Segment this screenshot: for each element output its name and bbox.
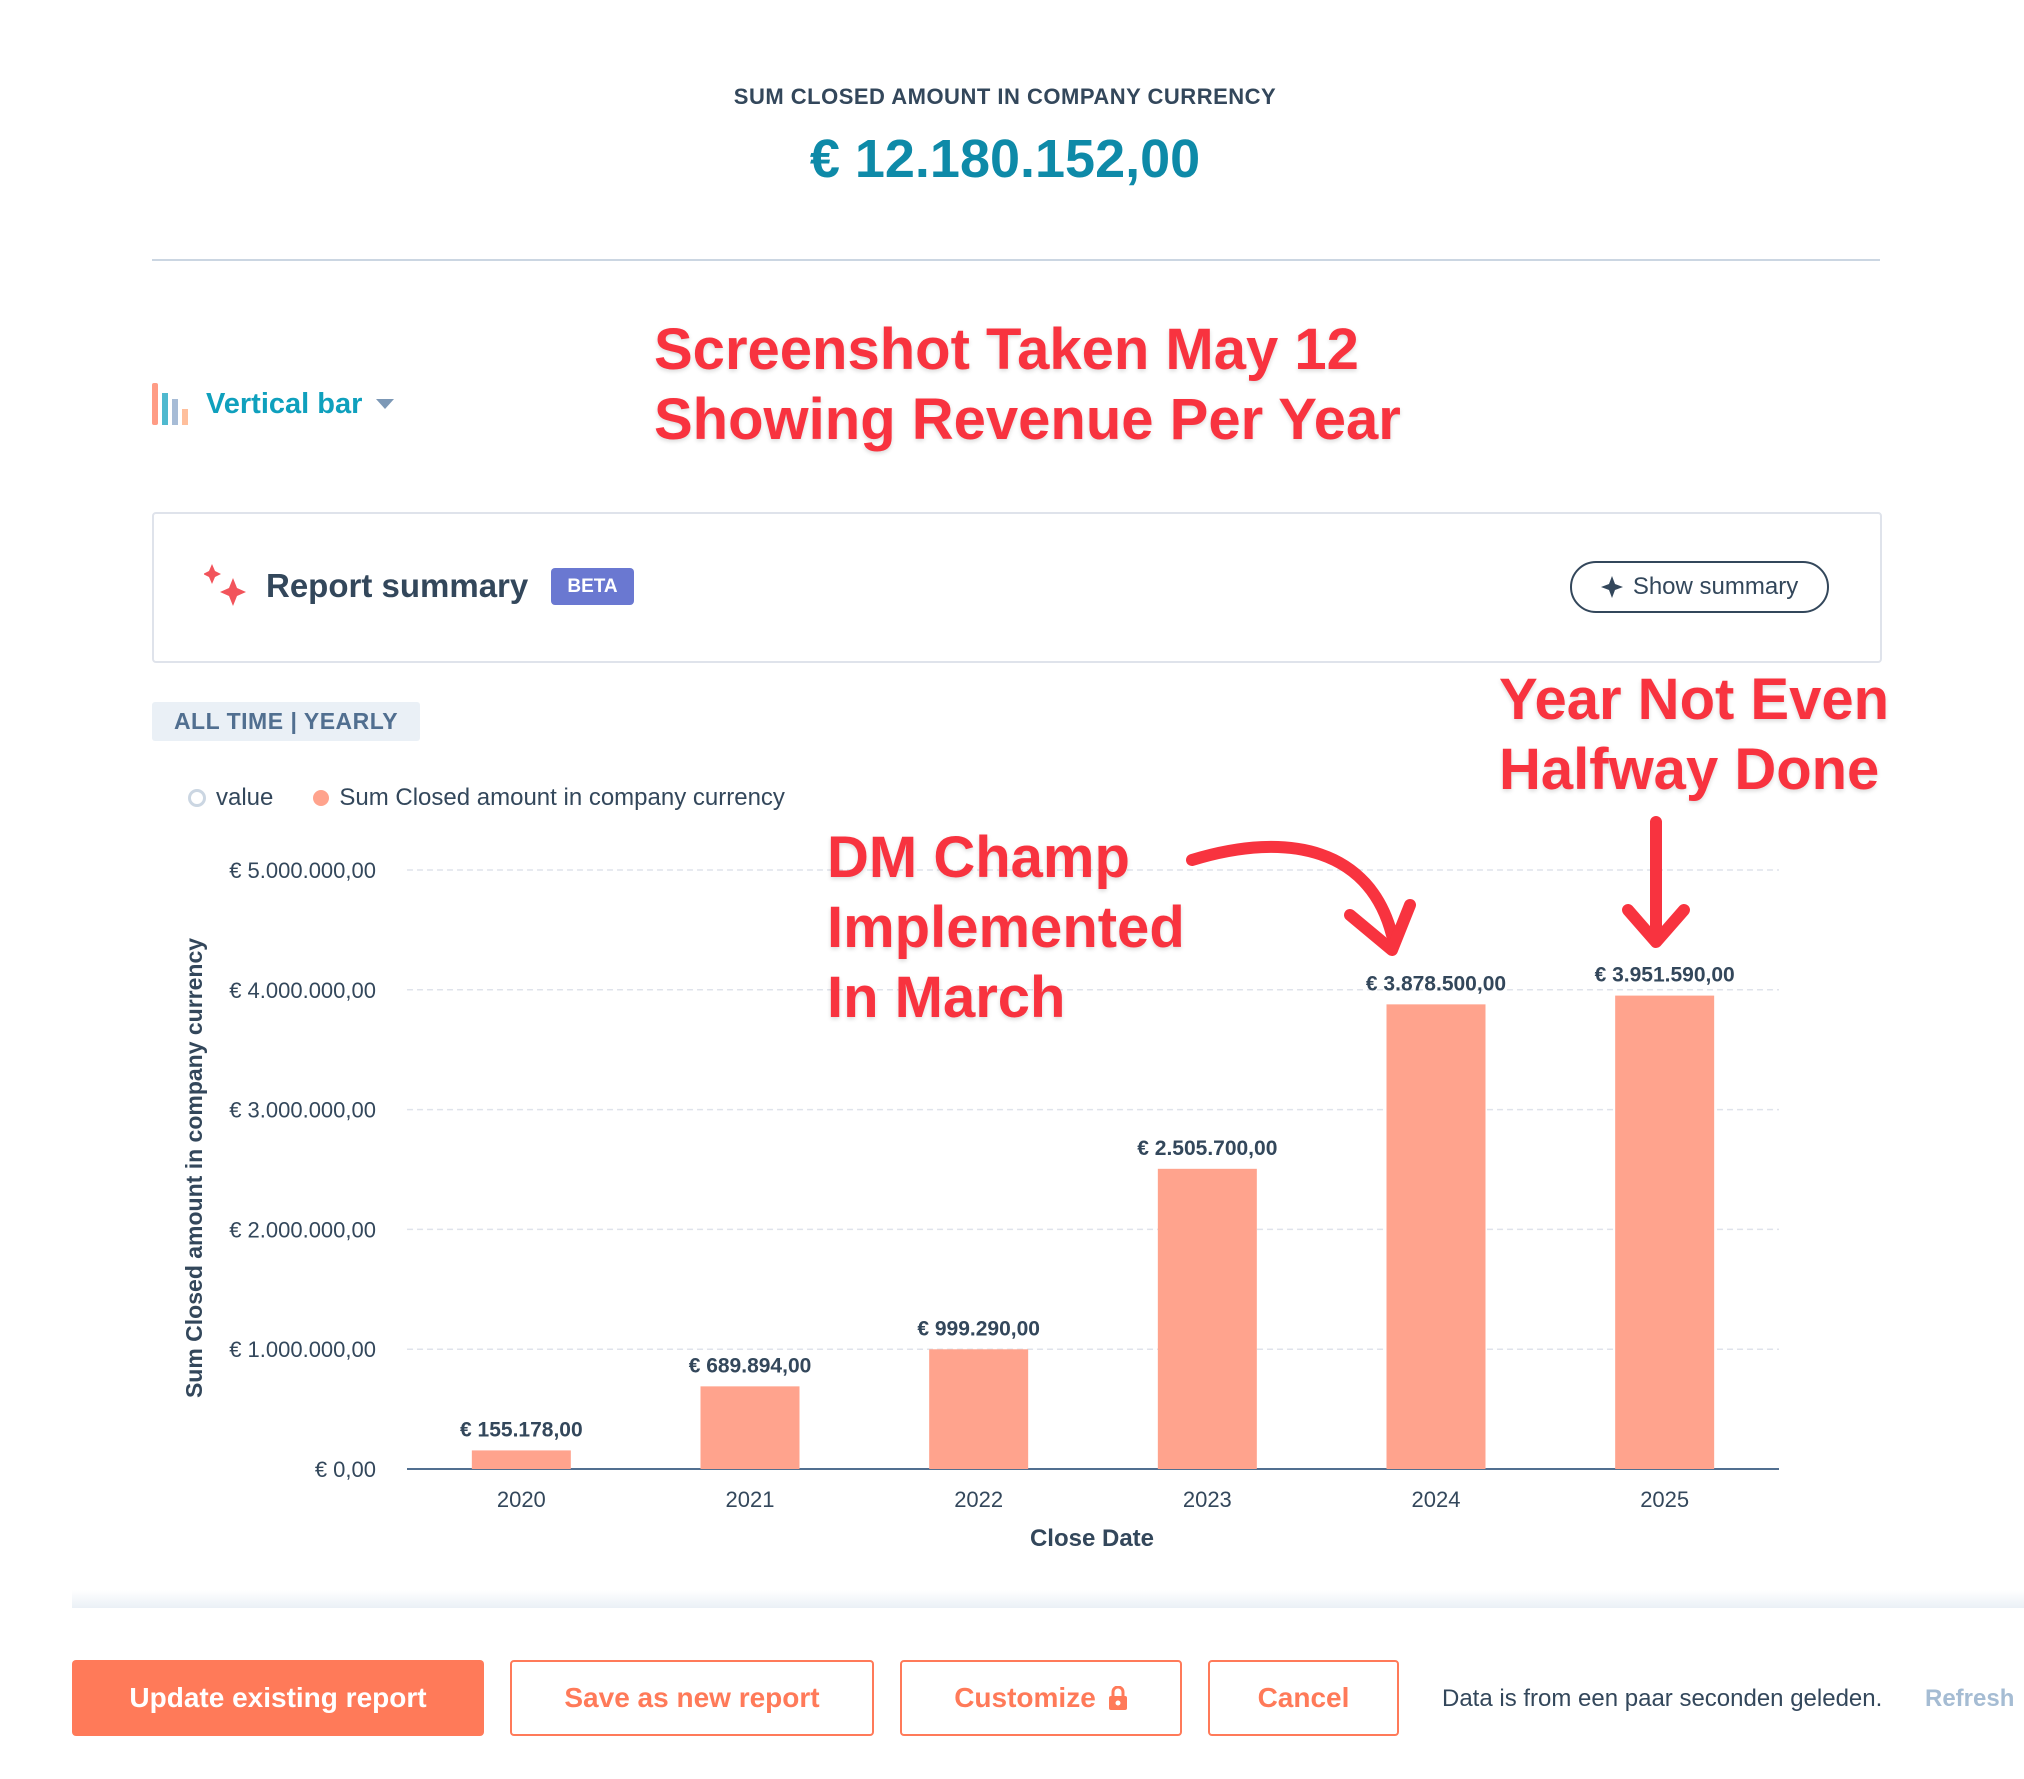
annotation-revenue-per-year: Showing Revenue Per Year (654, 387, 1401, 452)
kpi-value: € 12.180.152,00 (809, 129, 1201, 189)
refresh-link[interactable]: Refresh (1925, 1685, 2015, 1712)
lock-icon (1108, 1686, 1127, 1710)
y-tick-label: € 2.000.000,00 (229, 1217, 376, 1242)
update-existing-report-button[interactable]: Update existing report (72, 1660, 484, 1736)
bar-2025 (1615, 995, 1715, 1469)
customize-label: Customize (954, 1682, 1096, 1713)
cancel-button[interactable]: Cancel (1208, 1660, 1399, 1736)
data-label: € 999.290,00 (917, 1317, 1040, 1340)
sparkle-icon (1600, 576, 1623, 598)
bar-2020 (471, 1450, 571, 1469)
y-tick-label: € 4.000.000,00 (229, 978, 376, 1003)
x-tick-label: 2023 (1183, 1487, 1232, 1512)
data-label: € 3.951.590,00 (1595, 964, 1735, 987)
vertical-bar-chart-icon (152, 383, 188, 425)
show-summary-label: Show summary (1632, 573, 1799, 600)
x-tick-label: 2020 (497, 1487, 546, 1512)
data-label: € 155.178,00 (460, 1418, 583, 1441)
legend-item-sum-closed[interactable]: Sum Closed amount in company currency (313, 784, 785, 812)
bar-2021 (700, 1386, 800, 1469)
x-tick-label: 2024 (1412, 1487, 1461, 1512)
divider (152, 259, 1880, 261)
report-summary-panel (152, 512, 1882, 663)
annotation-implemented: Implemented (827, 895, 1185, 960)
section-separator (72, 1590, 2024, 1608)
y-tick-label: € 3.000.000,00 (229, 1098, 376, 1123)
kpi-title: SUM CLOSED AMOUNT IN COMPANY CURRENCY (733, 84, 1277, 109)
sparkle-icon (204, 564, 246, 606)
annotation-dm-champ: DM Champ (827, 825, 1130, 890)
date-range-chip: ALL TIME | YEARLY (152, 702, 420, 741)
y-tick-label: € 5.000.000,00 (229, 858, 376, 883)
visualization-type-label: Vertical bar (206, 387, 363, 420)
visualization-type-dropdown[interactable]: Vertical bar (152, 383, 395, 425)
report-summary-title: Report summary (266, 567, 529, 604)
y-axis-title: Sum Closed amount in company currency (181, 938, 207, 1398)
y-tick-label: € 0,00 (315, 1457, 376, 1482)
x-axis-title: Close Date (1030, 1525, 1154, 1552)
customize-button[interactable]: Customize (900, 1660, 1182, 1736)
annotation-in-march: In March (827, 965, 1066, 1030)
data-label: € 2.505.700,00 (1137, 1137, 1277, 1160)
annotation-halfway-done: Halfway Done (1499, 737, 1880, 802)
legend-item-value[interactable]: value (188, 784, 273, 812)
save-as-new-report-button[interactable]: Save as new report (510, 1660, 874, 1736)
bar-chart: € 0,00 € 1.000.000,00 € 2.000.000,00 € 3.00… (181, 858, 1779, 1552)
annotation-year-not-even: Year Not Even (1499, 667, 1890, 732)
y-tick-label: € 1.000.000,00 (229, 1337, 376, 1362)
filled-circle-icon (313, 790, 330, 806)
bar-2023 (1157, 1168, 1257, 1469)
chart-legend: value Sum Closed amount in company curre… (188, 784, 825, 812)
beta-badge: BETA (551, 568, 634, 605)
x-tick-label: 2025 (1640, 1487, 1689, 1512)
bar-2022 (929, 1349, 1029, 1469)
x-tick-label: 2021 (726, 1487, 775, 1512)
bar-2024 (1386, 1004, 1486, 1469)
legend-label: value (216, 784, 274, 811)
data-freshness-text: Data is from een paar seconden geleden. (1442, 1685, 1883, 1712)
data-label: € 3.878.500,00 (1366, 972, 1506, 995)
show-summary-button[interactable]: Show summary (1570, 561, 1829, 613)
annotation-screenshot-date: Screenshot Taken May 12 (654, 317, 1359, 382)
hollow-circle-icon (188, 789, 206, 807)
data-label: € 689.894,00 (689, 1354, 812, 1377)
caret-down-icon (376, 399, 395, 409)
legend-label: Sum Closed amount in company currency (339, 784, 785, 811)
x-tick-label: 2022 (954, 1487, 1003, 1512)
